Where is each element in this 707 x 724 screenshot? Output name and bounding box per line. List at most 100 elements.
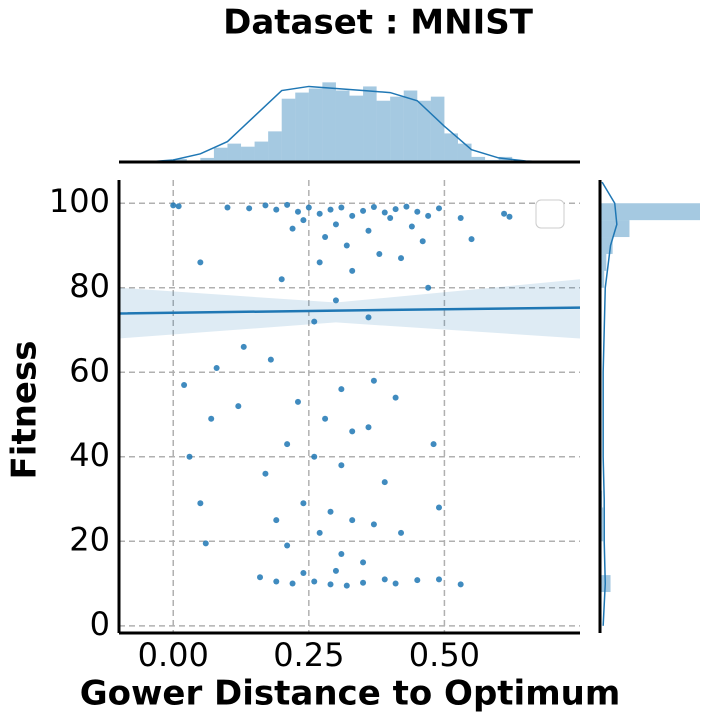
scatter-point xyxy=(284,441,291,448)
scatter-point xyxy=(381,576,388,583)
scatter-point xyxy=(425,212,432,219)
scatter-point xyxy=(316,259,323,266)
scatter-point xyxy=(170,202,177,209)
scatter-point xyxy=(506,213,513,220)
scatter-point xyxy=(414,208,421,215)
x-hist-bar xyxy=(268,131,282,162)
scatter-point xyxy=(262,470,269,477)
scatter-point xyxy=(457,581,464,588)
scatter-point xyxy=(338,550,345,557)
scatter-point xyxy=(414,577,421,584)
scatter-point xyxy=(322,234,329,241)
scatter-point xyxy=(392,394,399,401)
x-hist-bar xyxy=(227,143,242,162)
x-hist-bar xyxy=(417,100,431,162)
x-hist-bar xyxy=(457,143,472,162)
y-hist-bar xyxy=(600,507,604,525)
x-hist-bar xyxy=(254,141,269,162)
scatter-point xyxy=(327,581,334,588)
scatter-point xyxy=(381,479,388,486)
scatter-point xyxy=(349,267,356,274)
scatter-point xyxy=(284,542,291,549)
legend-box xyxy=(535,199,565,229)
scatter-point xyxy=(387,215,394,222)
scatter-point xyxy=(501,210,508,217)
scatter-point xyxy=(316,529,323,536)
x-hist-bar xyxy=(390,96,404,162)
scatter-point xyxy=(294,208,301,215)
scatter-point xyxy=(202,540,209,547)
x-hist-bar xyxy=(281,98,296,162)
scatter-point xyxy=(457,215,464,222)
x-tick-label: 0.25 xyxy=(273,636,344,674)
scatter-point xyxy=(376,250,383,257)
y-tick-label: 40 xyxy=(69,436,110,474)
scatter-point xyxy=(311,453,318,460)
scatter-point xyxy=(435,504,442,511)
scatter-point xyxy=(398,255,405,262)
x-kde xyxy=(146,85,553,163)
y-hist-bar xyxy=(600,203,700,221)
scatter-point xyxy=(408,223,415,230)
x-hist-bar xyxy=(403,90,418,162)
scatter-point xyxy=(381,209,388,216)
x-axis-label: Gower Distance to Optimum xyxy=(80,674,621,714)
scatter-point xyxy=(398,529,405,536)
y-tick-label: 100 xyxy=(49,182,110,220)
scatter-point xyxy=(338,386,345,393)
scatter-point xyxy=(235,403,242,410)
scatter-point xyxy=(425,284,432,291)
scatter-point xyxy=(322,415,329,422)
x-hist-bar xyxy=(471,156,486,162)
scatter-point xyxy=(392,206,399,213)
y-tick-label: 20 xyxy=(69,520,110,558)
scatter-point xyxy=(327,508,334,515)
scatter-point xyxy=(392,580,399,587)
scatter-point xyxy=(305,204,312,211)
scatter-point xyxy=(267,356,274,363)
scatter-point xyxy=(338,204,345,211)
scatter-point xyxy=(468,236,475,243)
scatter-point xyxy=(240,343,247,350)
x-hist-bar xyxy=(241,146,255,162)
scatter-point xyxy=(300,500,307,507)
x-hist-bar xyxy=(335,90,350,162)
x-hist-bar xyxy=(308,88,323,162)
scatter-point xyxy=(349,428,356,435)
y-axis-label: Fitness xyxy=(5,341,45,480)
scatter-point xyxy=(332,297,339,304)
scatter-point xyxy=(224,204,231,211)
y-hist-bar xyxy=(600,270,605,288)
scatter-point xyxy=(365,424,372,431)
scatter-point xyxy=(300,569,307,576)
scatter-point xyxy=(332,567,339,574)
scatter-point xyxy=(435,576,442,583)
scatter-point xyxy=(273,517,280,524)
x-hist-bar xyxy=(363,86,377,162)
scatter-point xyxy=(419,238,426,245)
scatter-point xyxy=(294,398,301,405)
scatter-point xyxy=(186,453,193,460)
scatter-point xyxy=(262,202,269,209)
scatter-point xyxy=(370,204,377,211)
scatter-point xyxy=(435,205,442,212)
y-tick-label: 0 xyxy=(90,605,110,643)
scatter-point xyxy=(403,203,410,210)
y-hist-bar xyxy=(600,253,607,271)
scatter-point xyxy=(197,259,204,266)
confidence-band xyxy=(119,279,580,339)
y-tick-label: 60 xyxy=(69,351,110,389)
scatter-point xyxy=(332,221,339,228)
y-hist-bar xyxy=(600,220,630,238)
x-hist-bar xyxy=(498,156,513,162)
scatter-point xyxy=(365,314,372,321)
x-hist-bar xyxy=(349,95,364,162)
scatter-point xyxy=(365,227,372,234)
scatter-point xyxy=(300,217,307,224)
y-hist-bar xyxy=(600,524,604,542)
x-tick-label: 0.50 xyxy=(409,636,480,674)
scatter-point xyxy=(175,203,182,210)
scatter-point xyxy=(360,559,367,566)
scatter-point xyxy=(278,276,285,283)
